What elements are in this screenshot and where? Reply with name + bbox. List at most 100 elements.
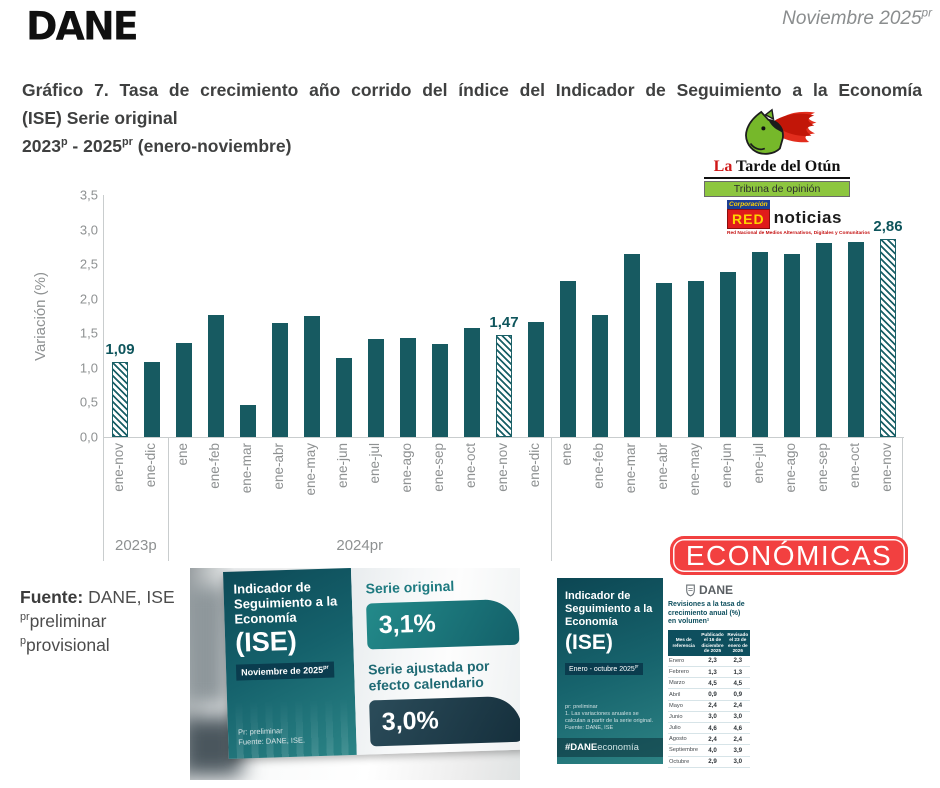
revisions-footnote-2: 1. Las variaciones anuales se calculan a… — [565, 711, 653, 724]
x-tick-label: ene-dic — [527, 443, 543, 488]
chart-title-line1: Gráfico 7. Tasa de crecimiento año corri… — [22, 80, 922, 100]
value-cell: 2,4 — [699, 700, 726, 712]
bar-slot — [648, 195, 680, 437]
x-tick-label: ene-feb — [207, 443, 223, 489]
bar-slot — [392, 195, 424, 437]
red-noticias-logo: Corporación RED noticias Red Nacional de… — [727, 200, 877, 236]
x-tick-label: ene-mar — [239, 443, 255, 494]
plot-area: 1,09 1,47 2,86 — [103, 195, 904, 438]
bar-slot — [296, 195, 328, 437]
bar — [688, 280, 704, 437]
revisions-period-text: Enero - octubre 2025 — [569, 665, 635, 673]
bar — [208, 315, 224, 437]
value-cell: 4,6 — [725, 722, 750, 735]
serie-ajustada-value: 3,0% — [369, 695, 520, 746]
x-tick-label: ene-ago — [783, 443, 799, 493]
x-tick-label: ene-sep — [431, 443, 447, 492]
value-cell: 4,6 — [699, 722, 726, 735]
revisions-ise-acronym: (ISE) — [565, 631, 613, 654]
bar — [432, 343, 448, 437]
bar — [272, 322, 288, 437]
year-group-label: 2024pr — [336, 537, 384, 554]
p-sup: p — [20, 635, 27, 648]
serie-original-value: 3,1% — [366, 598, 520, 649]
bar — [336, 357, 352, 437]
revisions-table: Mes de referencia Publicado el 16 de dici… — [668, 629, 750, 768]
dane-logo: DANE — [26, 3, 139, 49]
bar-slot: 2,86 — [872, 195, 904, 437]
y-axis-title-text: Variación (%) — [32, 271, 49, 361]
x-tick-slot: ene-oct — [455, 443, 487, 527]
bar-slot — [616, 195, 648, 437]
bar — [560, 280, 576, 437]
x-axis-labels: ene-nov ene-dic ene ene-feb ene-mar ene-abr en… — [103, 443, 903, 527]
bar-highlighted — [112, 361, 128, 437]
bar-slot — [424, 195, 456, 437]
x-tick-label: ene-nov — [495, 443, 511, 492]
bar — [176, 342, 192, 437]
table-row: Marzo 4,5 4,5 — [668, 677, 750, 690]
y-tick-label: 3,0 — [79, 222, 98, 238]
bar — [240, 405, 256, 437]
table-row: Agosto 2,4 2,4 — [668, 733, 750, 746]
bar — [848, 242, 864, 437]
bar-slot — [232, 195, 264, 437]
x-tick-slot: ene-mar — [615, 443, 647, 527]
la-tarde-name: La Tarde del Otún — [704, 158, 850, 179]
month-cell: Abril — [668, 688, 700, 701]
source-label: Fuente: — [20, 587, 84, 607]
revisions-period-badge: Enero - octubre 2025pr — [565, 663, 643, 675]
month-cell: Octubre — [668, 756, 700, 768]
revisions-table-panel: DANE Revisiones a la tasa de crecimiento… — [663, 578, 754, 768]
y-tick-label: 1,0 — [79, 360, 98, 376]
source-line: Fuente: DANE, ISE — [20, 585, 175, 609]
x-tick-slot: ene-oct — [839, 443, 871, 527]
table-row: Mayo 2,4 2,4 — [668, 700, 750, 712]
bar-highlighted — [496, 335, 512, 437]
ise-card-left-panel: Indicador de Seguimiento a la Economía (… — [223, 568, 357, 759]
x-tick-slot: ene — [551, 443, 583, 527]
bar — [368, 338, 384, 437]
bar — [624, 253, 640, 437]
x-tick-slot: ene-jul — [743, 443, 775, 527]
bar — [144, 362, 160, 437]
month-cell: Agosto — [668, 733, 700, 746]
ise-infographic-card: Indicador de Seguimiento a la Economía (… — [223, 568, 520, 759]
month-cell: Julio — [668, 722, 700, 735]
la-tarde-la: La — [713, 158, 733, 175]
x-tick-slot: ene-may — [295, 443, 327, 527]
x-tick-label: ene — [559, 443, 575, 466]
x-tick-label: ene-oct — [463, 443, 479, 489]
bar — [528, 322, 544, 437]
bar-slot — [200, 195, 232, 437]
x-axis-year-groups: 2023p 2024pr — [103, 437, 903, 561]
title-sup-pr: pr — [122, 136, 133, 149]
bar-slot — [808, 195, 840, 437]
bar — [816, 243, 832, 437]
month-cell: Septiembre — [668, 744, 700, 757]
bar-slot — [552, 195, 584, 437]
title-period: (enero-noviembre) — [132, 136, 292, 156]
bar-slot — [584, 195, 616, 437]
title-year-start: 2023 — [22, 136, 61, 156]
x-tick-label: ene-dic — [143, 443, 159, 488]
y-tick-label: 3,5 — [79, 187, 98, 203]
x-tick-slot: ene — [167, 443, 199, 527]
table-row: Abril 0,9 0,9 — [668, 688, 750, 701]
x-tick-slot: ene-feb — [583, 443, 615, 527]
x-tick-slot: ene-nov — [103, 443, 135, 527]
chart-title: Gráfico 7. Tasa de crecimiento año corri… — [22, 76, 922, 160]
x-tick-slot: ene-sep — [423, 443, 455, 527]
table-row: Septiembre 4,0 3,9 — [668, 744, 750, 757]
bar-slot — [776, 195, 808, 437]
value-cell: 3,9 — [725, 744, 750, 757]
serie-ajustada-label: Serie ajustada por efecto calendario — [367, 657, 490, 694]
table-col-header: Publicado el 16 de diciembre de 2025 — [699, 629, 726, 656]
x-tick-slot: ene-jun — [711, 443, 743, 527]
x-tick-label: ene-sep — [815, 443, 831, 492]
bar — [784, 253, 800, 437]
y-tick-label: 1,5 — [79, 325, 98, 341]
bar-slot — [456, 195, 488, 437]
x-tick-slot: ene-jun — [327, 443, 359, 527]
value-cell: 2,4 — [725, 700, 750, 712]
